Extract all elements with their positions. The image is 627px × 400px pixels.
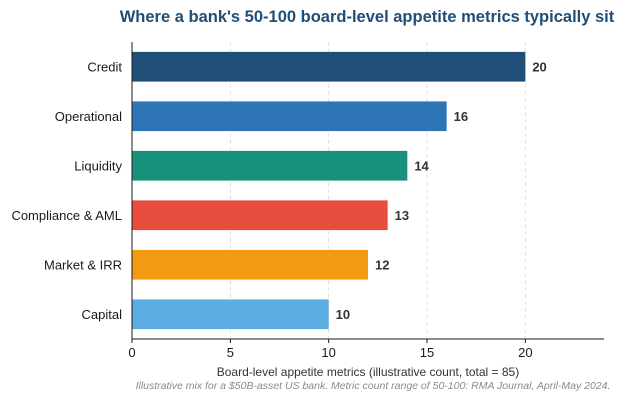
x-tick-label: 10 bbox=[321, 345, 335, 360]
value-label: 13 bbox=[395, 208, 409, 223]
bar bbox=[132, 200, 388, 231]
axes: 0 5 10 15 20 bbox=[128, 42, 604, 360]
grid-lines bbox=[229, 42, 526, 339]
bar bbox=[132, 51, 526, 82]
x-axis-label: Board-level appetite metrics (illustrati… bbox=[217, 365, 519, 379]
chart-title: Where a bank's 50-100 board-level appeti… bbox=[120, 8, 615, 26]
value-label: 12 bbox=[375, 257, 389, 272]
bar bbox=[132, 150, 408, 181]
x-tick-label: 0 bbox=[128, 345, 135, 360]
x-tick-label: 5 bbox=[227, 345, 234, 360]
category-label: Liquidity bbox=[74, 158, 122, 173]
bar bbox=[132, 101, 447, 132]
value-label: 20 bbox=[532, 59, 546, 74]
category-label: Operational bbox=[55, 109, 122, 124]
value-label: 14 bbox=[414, 158, 429, 173]
x-tick-label: 15 bbox=[420, 345, 434, 360]
source-note: Illustrative mix for a $50B-asset US ban… bbox=[136, 380, 611, 392]
bar bbox=[132, 299, 329, 330]
bar bbox=[132, 249, 368, 280]
bars: Credit 20 Operational 16 Liquidity 14 Complian… bbox=[11, 51, 547, 330]
value-label: 10 bbox=[336, 307, 350, 322]
category-label: Capital bbox=[82, 307, 123, 322]
category-label: Compliance & AML bbox=[11, 208, 122, 223]
x-tick-label: 20 bbox=[518, 345, 532, 360]
category-label: Credit bbox=[87, 59, 122, 74]
category-label: Market & IRR bbox=[44, 257, 122, 272]
value-label: 16 bbox=[454, 109, 468, 124]
